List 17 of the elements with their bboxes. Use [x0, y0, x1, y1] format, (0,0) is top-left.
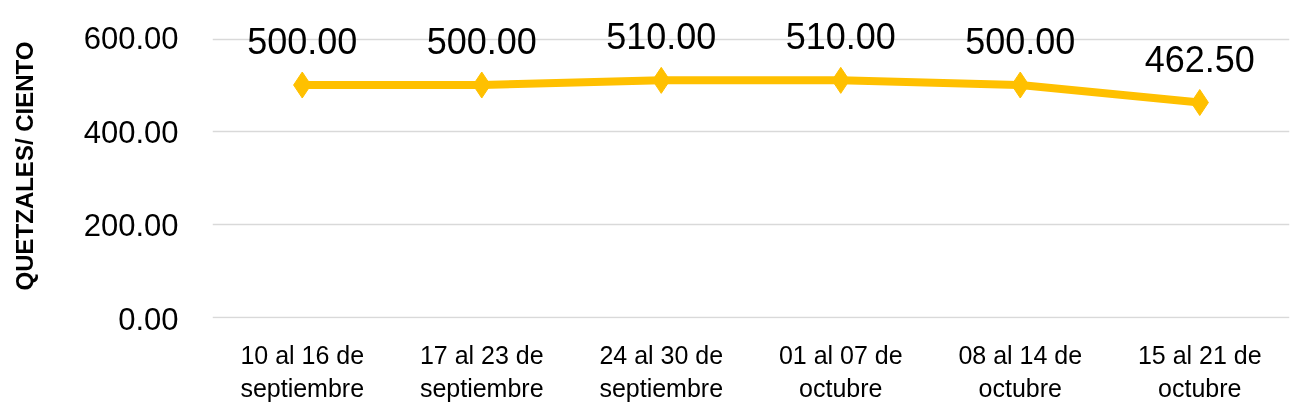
data-label: 510.00	[785, 16, 896, 58]
data-label: 500.00	[247, 21, 358, 63]
x-tick-label: 10 al 16 de septiembre	[240, 340, 365, 403]
y-tick-label: 400.00	[83, 114, 179, 150]
x-tick-label: 01 al 07 de octubre	[778, 340, 903, 403]
y-tick-label: 600.00	[83, 21, 179, 57]
x-tick-label: 15 al 21 de octubre	[1137, 340, 1262, 403]
data-label: 462.50	[1144, 38, 1255, 80]
data-label: 500.00	[965, 21, 1076, 63]
data-label: 500.00	[426, 21, 537, 63]
x-tick-label: 08 al 14 de octubre	[958, 340, 1083, 403]
y-tick-label: 0.00	[118, 301, 179, 337]
x-tick-label: 24 al 30 de septiembre	[599, 340, 724, 403]
y-tick-label: 200.00	[83, 208, 179, 244]
x-tick-label: 17 al 23 de septiembre	[419, 340, 544, 403]
data-label: 510.00	[606, 16, 717, 58]
y-axis-title: QUETZALES/ CIENTO	[10, 41, 38, 291]
